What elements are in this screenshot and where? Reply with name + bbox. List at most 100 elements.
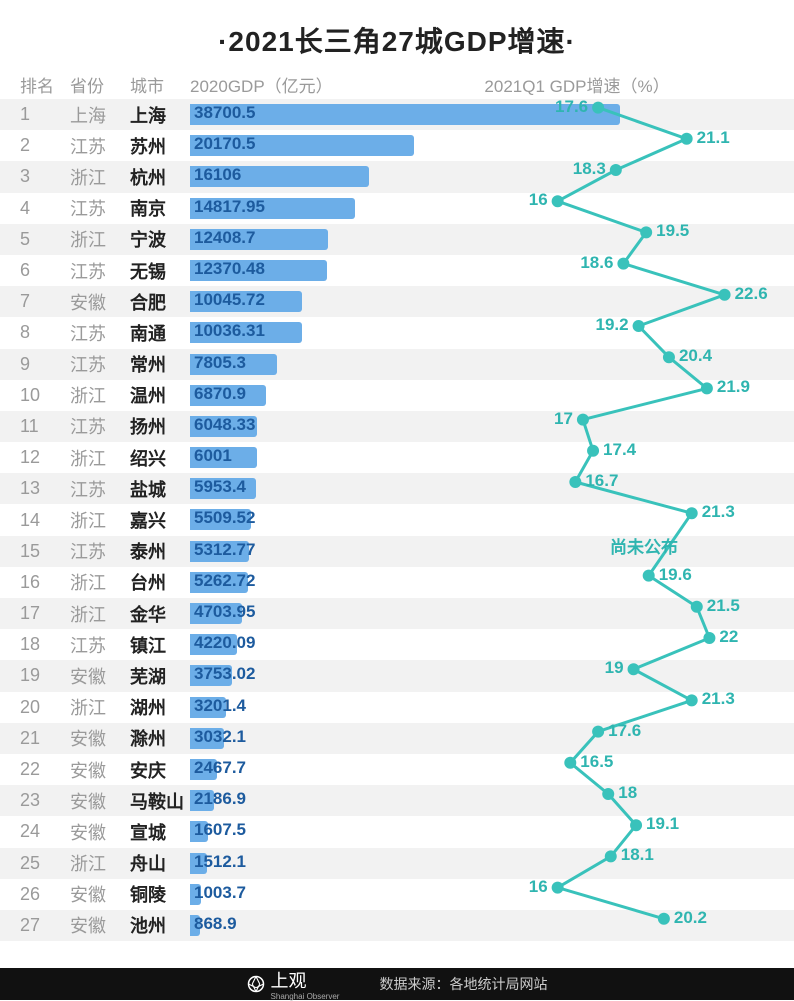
gdp-value: 4703.95 (194, 602, 255, 622)
cell-rank: 9 (20, 354, 70, 375)
cell-city: 池州 (130, 912, 190, 938)
cell-province: 江苏 (70, 258, 130, 284)
cell-rank: 3 (20, 166, 70, 187)
cell-province: 安徽 (70, 725, 130, 751)
growth-label: 21.1 (697, 128, 730, 148)
growth-label: 20.4 (679, 346, 712, 366)
footer-source: 数据来源：各地统计局网站 (379, 974, 547, 994)
gdp-value: 868.9 (194, 914, 237, 934)
cell-city: 南通 (130, 320, 190, 346)
cell-province: 江苏 (70, 413, 130, 439)
chart-title: ·2021长三角27城GDP增速· (0, 0, 794, 68)
cell-city: 台州 (130, 569, 190, 595)
cell-province: 安徽 (70, 912, 130, 938)
footer-logo: 上观 Shanghai Observer (247, 967, 340, 1001)
cell-rank: 10 (20, 385, 70, 406)
cell-city: 扬州 (130, 413, 190, 439)
cell-city: 舟山 (130, 850, 190, 876)
gdp-value: 3201.4 (194, 696, 246, 716)
cell-city: 合肥 (130, 289, 190, 315)
footer-bar: 上观 Shanghai Observer 数据来源：各地统计局网站 (0, 968, 794, 1000)
growth-label: 21.9 (717, 377, 750, 397)
cell-province: 浙江 (70, 507, 130, 533)
growth-label: 18.3 (573, 159, 606, 179)
cell-bar: 3753.02 (190, 660, 794, 691)
cell-province: 安徽 (70, 819, 130, 845)
gdp-value: 6870.9 (194, 384, 246, 404)
cell-bar: 12408.7 (190, 224, 794, 255)
table-row: 3浙江杭州16106 (0, 161, 794, 192)
gdp-value: 5312.77 (194, 540, 255, 560)
cell-bar: 5312.77 (190, 536, 794, 567)
cell-bar: 14817.95 (190, 193, 794, 224)
growth-label: 19.2 (596, 315, 629, 335)
growth-label: 17.6 (608, 721, 641, 741)
growth-label: 17 (554, 409, 573, 429)
header-city: 城市 (130, 72, 190, 97)
cell-province: 江苏 (70, 320, 130, 346)
cell-rank: 12 (20, 447, 70, 468)
cell-province: 江苏 (70, 538, 130, 564)
header-province: 省份 (70, 72, 130, 97)
cell-bar: 1607.5 (190, 816, 794, 847)
cell-rank: 20 (20, 697, 70, 718)
gdp-value: 12370.48 (194, 259, 265, 279)
cell-city: 南京 (130, 195, 190, 221)
cell-province: 浙江 (70, 694, 130, 720)
growth-label: 17.4 (603, 440, 636, 460)
table-row: 20浙江湖州3201.4 (0, 692, 794, 723)
cell-province: 安徽 (70, 881, 130, 907)
cell-city: 绍兴 (130, 445, 190, 471)
cell-province: 浙江 (70, 569, 130, 595)
cell-rank: 25 (20, 853, 70, 874)
cell-bar: 16106 (190, 161, 794, 192)
cell-rank: 5 (20, 229, 70, 250)
cell-rank: 27 (20, 915, 70, 936)
growth-label: 19.6 (659, 565, 692, 585)
cell-city: 芜湖 (130, 663, 190, 689)
cell-rank: 13 (20, 478, 70, 499)
cell-province: 江苏 (70, 195, 130, 221)
cell-city: 温州 (130, 382, 190, 408)
table-row: 12浙江绍兴6001 (0, 442, 794, 473)
cell-bar: 4220.09 (190, 629, 794, 660)
cell-city: 镇江 (130, 632, 190, 658)
gdp-value: 6048.33 (194, 415, 255, 435)
aperture-icon (247, 975, 265, 993)
table-row: 1上海上海38700.5 (0, 99, 794, 130)
cell-province: 浙江 (70, 226, 130, 252)
growth-label: 18.6 (580, 253, 613, 273)
cell-rank: 24 (20, 821, 70, 842)
cell-rank: 26 (20, 884, 70, 905)
cell-bar: 6048.33 (190, 411, 794, 442)
cell-city: 苏州 (130, 133, 190, 159)
growth-label: 16.5 (580, 752, 613, 772)
table-row: 9江苏常州7805.3 (0, 349, 794, 380)
table-row: 26安徽铜陵1003.7 (0, 879, 794, 910)
cell-bar: 6001 (190, 442, 794, 473)
cell-province: 浙江 (70, 164, 130, 190)
cell-province: 江苏 (70, 476, 130, 502)
table-row: 2江苏苏州20170.5 (0, 130, 794, 161)
cell-bar: 10045.72 (190, 286, 794, 317)
growth-label: 16.7 (585, 471, 618, 491)
gdp-value: 16106 (194, 165, 241, 185)
cell-province: 安徽 (70, 289, 130, 315)
cell-rank: 2 (20, 135, 70, 156)
table-row: 13江苏盐城5953.4 (0, 473, 794, 504)
table-row: 17浙江金华4703.95 (0, 598, 794, 629)
growth-label: 20.2 (674, 908, 707, 928)
cell-rank: 17 (20, 603, 70, 624)
header-gdp: 2020GDP（亿元） (190, 72, 390, 97)
growth-label: 18.1 (621, 845, 654, 865)
cell-rank: 11 (20, 416, 70, 437)
cell-bar: 5953.4 (190, 473, 794, 504)
growth-label-na: 尚未公布 (610, 533, 678, 558)
cell-province: 浙江 (70, 445, 130, 471)
cell-province: 江苏 (70, 133, 130, 159)
table-row: 14浙江嘉兴5509.52 (0, 504, 794, 535)
gdp-value: 2186.9 (194, 789, 246, 809)
cell-rank: 22 (20, 759, 70, 780)
growth-label: 18 (618, 783, 637, 803)
growth-label: 21.5 (707, 596, 740, 616)
